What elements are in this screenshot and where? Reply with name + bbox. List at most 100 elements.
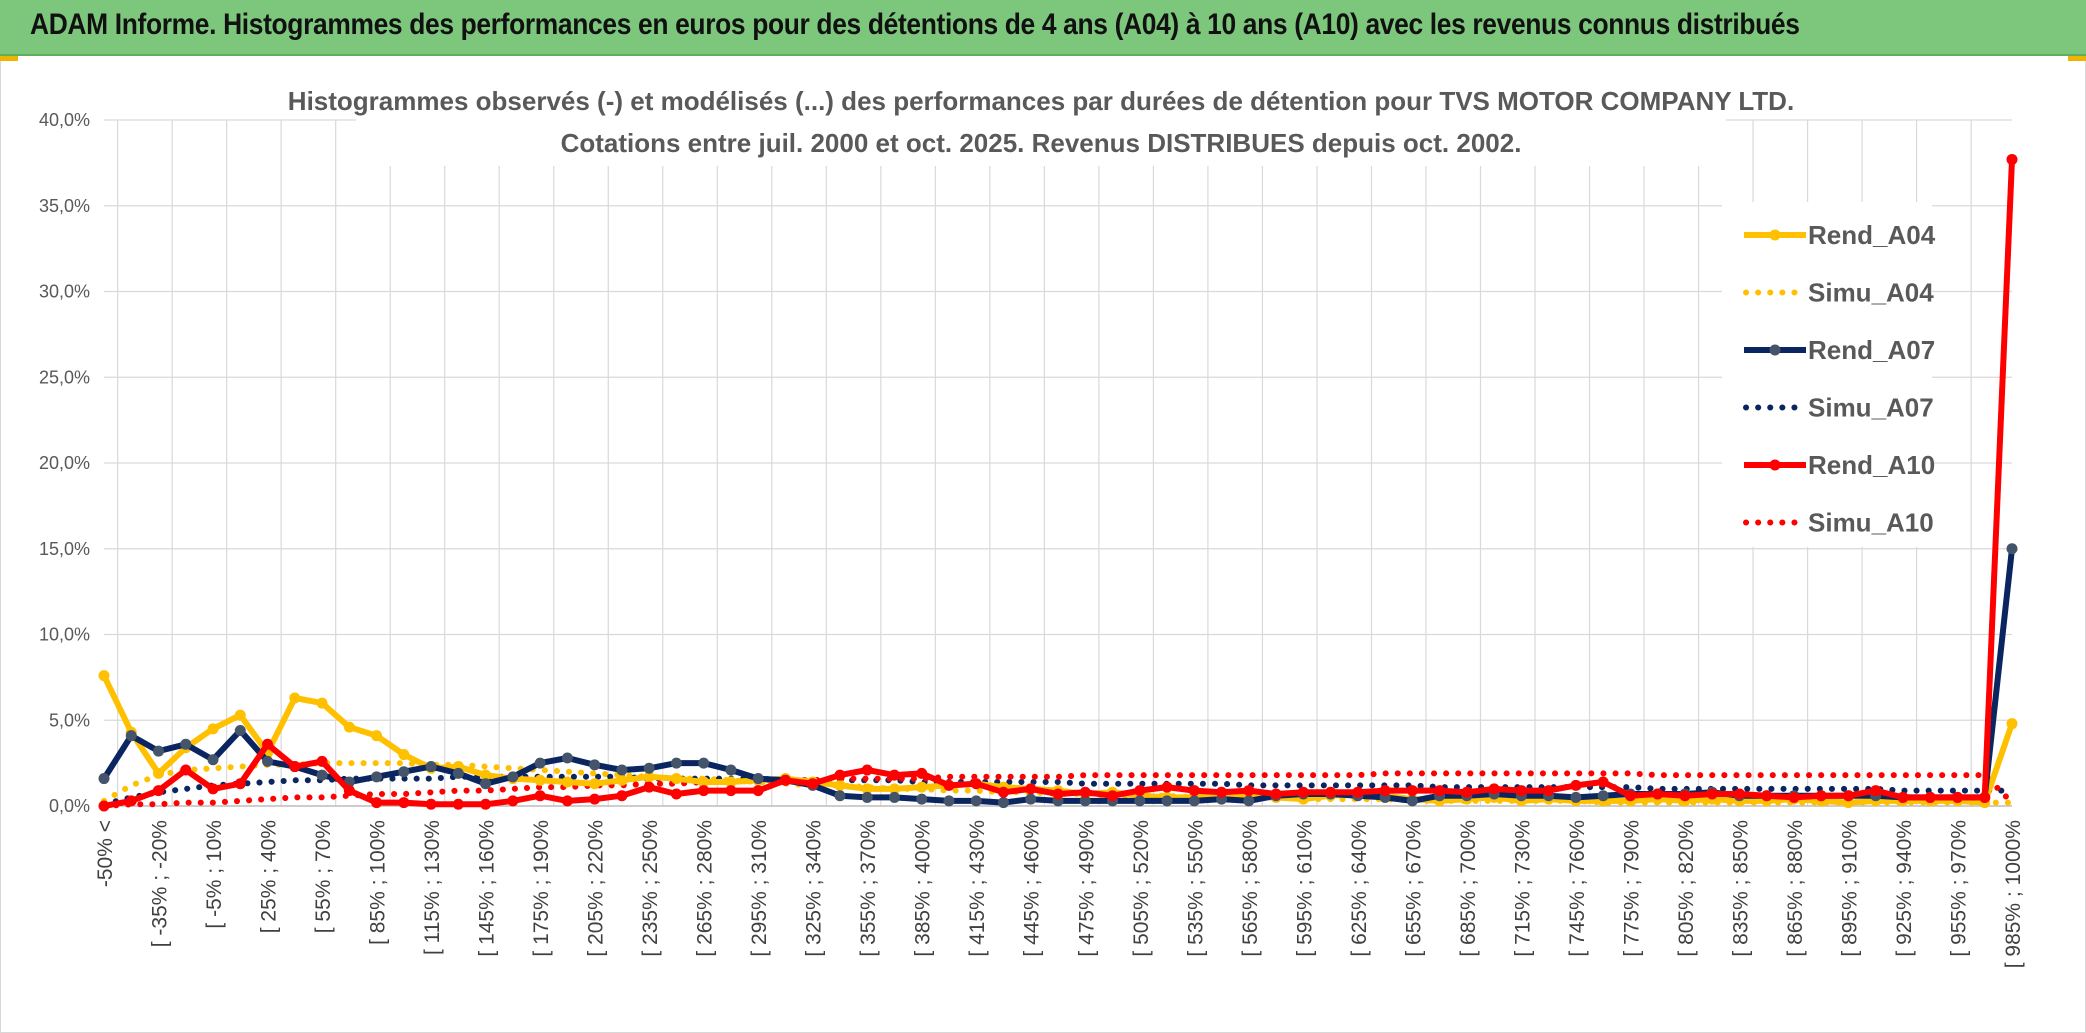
x-tick-label: -50% < xyxy=(94,820,117,887)
data-point-rend-a10 xyxy=(1243,785,1255,797)
data-point-rend-a07 xyxy=(452,767,464,779)
data-point-rend-a07 xyxy=(752,773,764,785)
data-point-rend-a10 xyxy=(452,798,464,810)
data-point-rend-a07 xyxy=(316,769,328,781)
data-point-rend-a10 xyxy=(207,783,219,795)
x-tick-label: [ 805% ; 820% xyxy=(1675,820,1698,957)
x-tick-label: [ 625% ; 640% xyxy=(1348,820,1371,957)
data-point-rend-a10 xyxy=(1052,788,1064,800)
data-point-rend-a10 xyxy=(1924,791,1936,803)
data-point-rend-a10 xyxy=(153,785,165,797)
x-tick-label: [ 445% ; 460% xyxy=(1021,820,1044,957)
data-point-rend-a10 xyxy=(589,793,601,805)
data-point-rend-a04 xyxy=(861,783,873,795)
data-point-rend-a10 xyxy=(1761,790,1773,802)
data-point-rend-a04 xyxy=(371,730,383,742)
y-tick-label: 5,0% xyxy=(49,710,90,730)
data-point-rend-a10 xyxy=(752,785,764,797)
title-background xyxy=(356,80,1726,166)
x-tick-label: [ 985% ; 1000% xyxy=(2002,820,2025,968)
data-point-rend-a04 xyxy=(398,749,410,761)
data-point-rend-a04 xyxy=(480,769,492,781)
data-point-rend-a10 xyxy=(1788,791,1800,803)
data-point-rend-a10 xyxy=(861,764,873,776)
data-point-rend-a10 xyxy=(943,779,955,791)
data-point-rend-a07 xyxy=(534,757,546,769)
data-point-rend-a07 xyxy=(180,738,192,750)
data-point-rend-a10 xyxy=(1951,791,1963,803)
x-tick-label: [ 865% ; 880% xyxy=(1784,820,1807,957)
y-tick-label: 10,0% xyxy=(39,625,90,645)
data-point-rend-a10 xyxy=(616,790,628,802)
data-point-rend-a07 xyxy=(507,771,519,783)
data-point-rend-a04 xyxy=(234,709,246,721)
data-point-rend-a10 xyxy=(1216,786,1228,798)
data-point-rend-a07 xyxy=(616,764,628,776)
series-line-simu-a07 xyxy=(101,773,2015,808)
data-point-rend-a10 xyxy=(1188,785,1200,797)
data-point-rend-a04 xyxy=(98,670,110,682)
data-point-rend-a07 xyxy=(1597,790,1609,802)
data-point-rend-a04 xyxy=(2006,718,2018,730)
data-point-rend-a10 xyxy=(1706,788,1718,800)
data-point-rend-a07 xyxy=(834,790,846,802)
data-point-rend-a10 xyxy=(1543,785,1555,797)
data-point-rend-a07 xyxy=(98,773,110,785)
data-point-rend-a10 xyxy=(1842,790,1854,802)
data-point-rend-a10 xyxy=(1733,788,1745,800)
data-point-rend-a10 xyxy=(643,781,655,793)
data-point-rend-a10 xyxy=(262,738,274,750)
x-tick-label: [ 205% ; 220% xyxy=(585,820,608,957)
x-tick-label: [ -5% ; 10% xyxy=(203,820,226,929)
data-point-rend-a10 xyxy=(316,755,328,767)
data-point-rend-a07 xyxy=(943,795,955,807)
y-tick-label: 15,0% xyxy=(39,539,90,559)
data-point-rend-a07 xyxy=(1406,795,1418,807)
x-tick-label: [ 565% ; 580% xyxy=(1239,820,1262,957)
x-tick-label: [ 835% ; 850% xyxy=(1729,820,1752,957)
x-tick-label: [ 235% ; 250% xyxy=(639,820,662,957)
data-point-rend-a10 xyxy=(807,778,819,790)
x-tick-label: [ 265% ; 280% xyxy=(694,820,717,957)
data-point-rend-a07 xyxy=(125,730,137,742)
x-tick-label: [ -35% ; -20% xyxy=(149,820,172,947)
x-tick-label: [ 685% ; 700% xyxy=(1457,820,1480,957)
data-point-rend-a10 xyxy=(1679,790,1691,802)
data-point-rend-a10 xyxy=(1325,786,1337,798)
data-point-rend-a04 xyxy=(670,773,682,785)
data-point-rend-a10 xyxy=(561,795,573,807)
data-point-rend-a07 xyxy=(207,754,219,766)
data-point-rend-a07 xyxy=(1243,795,1255,807)
data-point-rend-a07 xyxy=(1570,791,1582,803)
data-point-rend-a07 xyxy=(1161,795,1173,807)
data-point-rend-a04 xyxy=(916,781,928,793)
x-tick-label: [ 745% ; 760% xyxy=(1566,820,1589,957)
y-tick-label: 25,0% xyxy=(39,367,90,387)
x-tick-label: [ 775% ; 790% xyxy=(1620,820,1643,957)
data-point-rend-a10 xyxy=(507,795,519,807)
data-point-rend-a10 xyxy=(425,798,437,810)
data-point-rend-a04 xyxy=(834,779,846,791)
x-axis-ticks: -50% < [ -35% ; -20% [ -5% ; 10% [ 25% ; 40… xyxy=(94,820,2025,968)
x-tick-label: [ 415% ; 430% xyxy=(966,820,989,957)
legend-label-rend-a04: Rend_A04 xyxy=(1808,220,1936,250)
data-point-rend-a10 xyxy=(534,790,546,802)
data-point-rend-a10 xyxy=(1107,790,1119,802)
report-banner: ADAM Informe. Histogrammes des performan… xyxy=(0,0,2086,56)
data-point-rend-a07 xyxy=(371,771,383,783)
y-tick-label: 0,0% xyxy=(49,796,90,816)
legend-label-rend-a10: Rend_A10 xyxy=(1808,450,1935,480)
x-tick-label: [ 595% ; 610% xyxy=(1293,820,1316,957)
chart-subtitle: Cotations entre juil. 2000 et oct. 2025.… xyxy=(561,128,1522,158)
data-point-rend-a04 xyxy=(289,692,301,704)
data-point-rend-a10 xyxy=(779,774,791,786)
data-point-rend-a07 xyxy=(2006,543,2018,555)
data-point-rend-a10 xyxy=(698,785,710,797)
y-tick-label: 20,0% xyxy=(39,453,90,473)
legend-marker-rend-a04 xyxy=(1769,229,1781,241)
data-point-rend-a07 xyxy=(698,757,710,769)
corner-accent-left xyxy=(0,56,18,61)
legend-label-simu-a07: Simu_A07 xyxy=(1808,393,1934,423)
x-tick-label: [ 55% ; 70% xyxy=(312,820,335,933)
